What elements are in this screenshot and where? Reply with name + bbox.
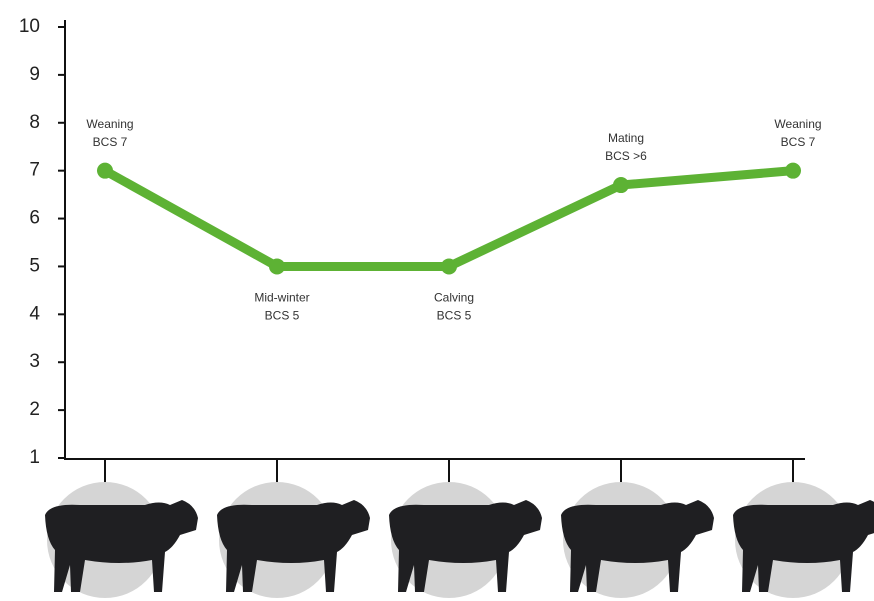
y-tick-label: 6: [29, 208, 40, 229]
point-annotation: Weaning: [774, 117, 821, 131]
y-tick-label: 5: [29, 255, 40, 276]
y-tick-label: 2: [29, 399, 40, 420]
y-tick-label: 8: [29, 112, 40, 133]
cow-illustration: [389, 500, 542, 592]
cow-body: [45, 500, 198, 592]
cow-body: [733, 500, 874, 592]
point-annotation: BCS 7: [781, 135, 816, 149]
y-tick-label: 1: [29, 447, 40, 468]
point: [97, 162, 113, 179]
point-annotation: Mid-winter: [254, 291, 309, 305]
point-annotation: BCS >6: [605, 149, 647, 163]
point-annotation: BCS 5: [265, 309, 300, 323]
cow-illustration: [217, 500, 370, 592]
cow-body: [217, 500, 370, 592]
cow-illustration: [733, 500, 874, 592]
cow-body: [389, 500, 542, 592]
point-annotation: Calving: [434, 291, 474, 305]
point: [613, 177, 629, 194]
point-annotation: Mating: [608, 131, 644, 145]
point: [785, 162, 801, 179]
y-tick-label: 10: [19, 16, 40, 37]
y-tick-label: 4: [29, 303, 40, 324]
point-annotation: BCS 5: [437, 309, 472, 323]
y-tick-label: 3: [29, 351, 40, 372]
y-tick-label: 7: [29, 160, 40, 181]
point-annotation: Weaning: [86, 117, 133, 131]
line: [100, 166, 798, 271]
cow-body: [561, 500, 714, 592]
cow-illustration: [561, 500, 714, 592]
y-tick-label: 9: [29, 64, 40, 85]
point: [269, 258, 285, 275]
point-annotation: BCS 7: [93, 135, 128, 149]
cow-illustration: [45, 500, 198, 592]
point: [441, 258, 457, 275]
